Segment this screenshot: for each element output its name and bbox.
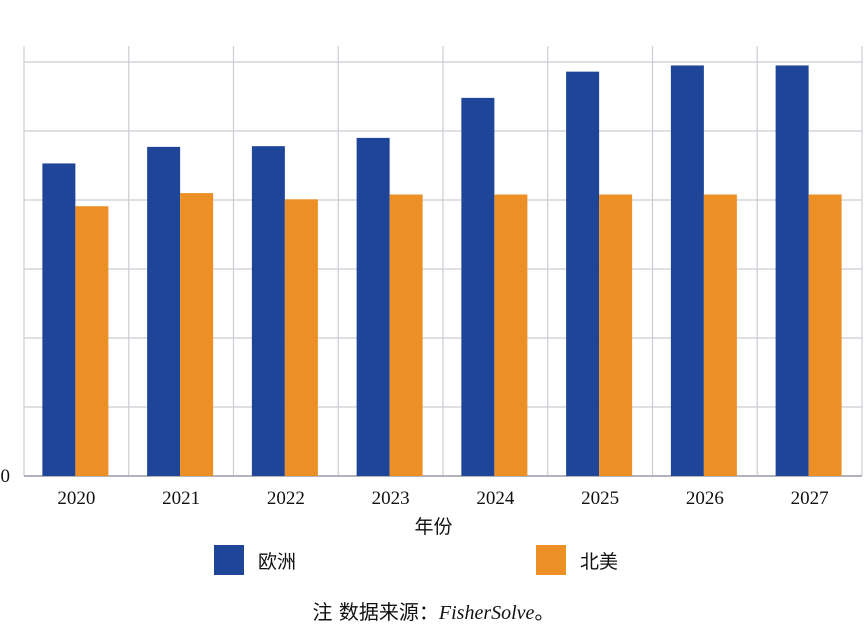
bar-europe-2027: [775, 65, 809, 476]
source-note-prefix: 注 数据来源：: [312, 600, 439, 624]
x-tick-label: 2027: [791, 488, 829, 509]
legend-item-europe: 欧洲: [214, 545, 296, 575]
legend-label-europe: 欧洲: [258, 550, 297, 573]
x-tick-label: 2024: [476, 488, 515, 509]
bar-north-america-2021: [180, 193, 214, 476]
source-note-suffix: 。: [534, 600, 555, 624]
x-axis-label: 年份: [414, 516, 453, 538]
chart-bars: [42, 65, 842, 477]
x-tick-label: 2021: [162, 488, 200, 509]
bar-europe-2024: [461, 97, 495, 476]
bar-north-america-2020: [75, 206, 109, 476]
bar-europe-2025: [566, 71, 600, 476]
x-tick-label: 2025: [581, 488, 619, 509]
bar-north-america-2022: [284, 199, 318, 476]
chart-ticks: 2020 2021 2022 2023 2024 2025 2026 2027 0: [1, 466, 829, 509]
y-tick-label: 0: [1, 466, 11, 487]
bar-north-america-2024: [494, 194, 528, 477]
x-tick-label: 2022: [267, 488, 305, 509]
legend-item-north-america: 北美: [536, 545, 618, 575]
legend-swatch-europe: [214, 545, 244, 575]
x-tick-label: 2020: [57, 488, 95, 509]
bar-europe-2020: [42, 163, 76, 476]
source-note: 注 数据来源：FisherSolve。: [0, 596, 867, 625]
legend-swatch-north-america: [536, 545, 566, 575]
bar-north-america-2025: [599, 194, 633, 477]
bar-north-america-2027: [808, 194, 842, 477]
bar-north-america-2026: [703, 194, 737, 477]
x-tick-label: 2026: [686, 488, 724, 509]
bar-europe-2023: [356, 137, 390, 476]
bar-europe-2026: [670, 65, 704, 476]
legend-label-north-america: 北美: [580, 550, 619, 573]
bar-europe-2022: [251, 146, 285, 476]
bar-north-america-2023: [389, 194, 423, 477]
source-name: FisherSolve: [438, 602, 535, 624]
bar-europe-2021: [147, 146, 181, 476]
x-tick-label: 2023: [372, 488, 410, 509]
